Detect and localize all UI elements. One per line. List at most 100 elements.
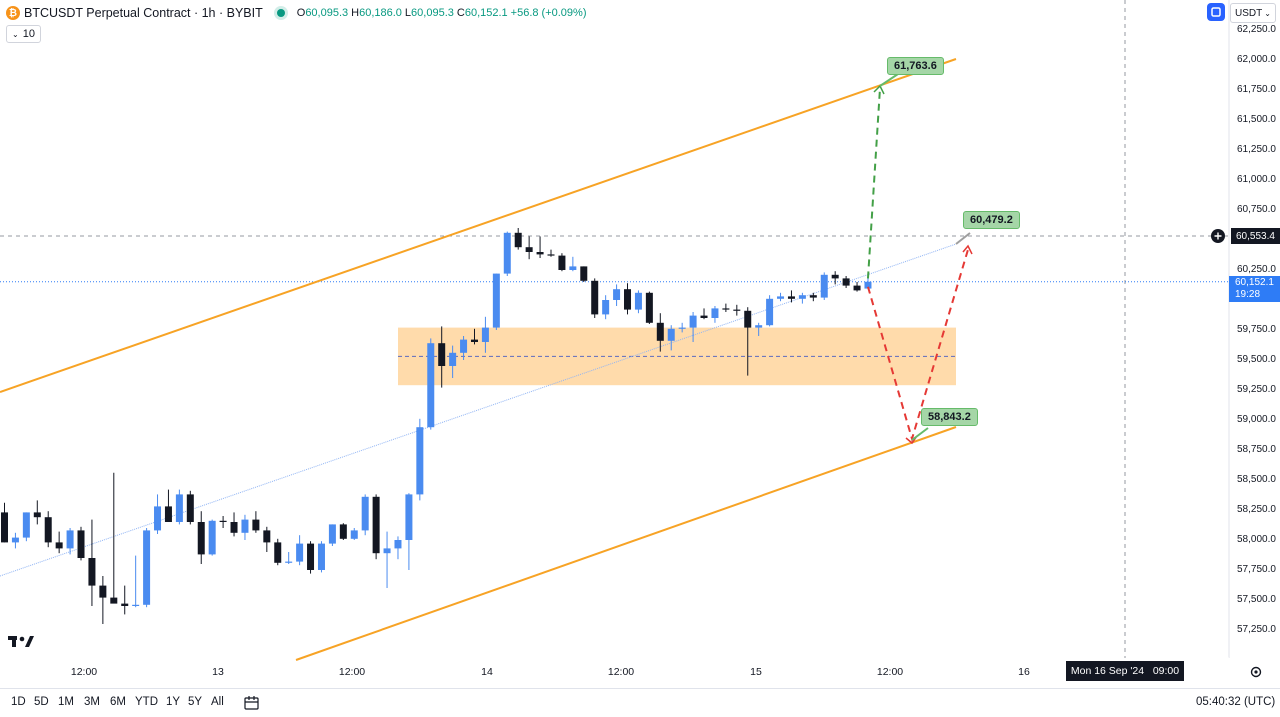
- candle-body: [241, 519, 249, 533]
- timeframe-button-5d[interactable]: 5D: [34, 696, 49, 708]
- candle-body: [110, 597, 118, 604]
- candle-body: [744, 310, 752, 328]
- price-tick-label: 62,250.0: [1237, 24, 1276, 35]
- candle-body: [547, 254, 555, 256]
- candle-body: [1, 512, 8, 543]
- price-tick-label: 58,000.0: [1237, 534, 1276, 545]
- price-tick-label: 61,750.0: [1237, 84, 1276, 95]
- lower-callout-pointer: [911, 427, 929, 441]
- target-lower-label[interactable]: 58,843.2: [921, 408, 978, 426]
- candle-body: [252, 519, 260, 531]
- candle-body: [132, 604, 140, 606]
- candle-body: [88, 558, 96, 586]
- price-tick-label: 59,250.0: [1237, 384, 1276, 395]
- timeframe-button-1y[interactable]: 1Y: [166, 696, 181, 708]
- candle-body: [339, 524, 347, 539]
- timeframe-button-6m[interactable]: 6M: [110, 696, 126, 708]
- time-tick-label: 14: [481, 666, 493, 678]
- time-tick-label: 12:00: [607, 666, 635, 678]
- demand-zone: [398, 327, 956, 386]
- calendar-range-icon[interactable]: [243, 694, 261, 712]
- candle-body: [394, 540, 402, 549]
- candle-body: [208, 520, 216, 555]
- timeframe-button-5y[interactable]: 5Y: [188, 696, 203, 708]
- timeframe-button-1m[interactable]: 1M: [58, 696, 74, 708]
- candle-body: [733, 309, 741, 311]
- time-tick-label: 12:00: [876, 666, 904, 678]
- candle-body: [831, 274, 839, 279]
- candle-body: [864, 281, 872, 289]
- price-tick-label: 60,750.0: [1237, 204, 1276, 215]
- candle-body: [514, 232, 522, 248]
- middle-callout-pointer: [955, 232, 971, 245]
- time-tick-label: 12:00: [338, 666, 366, 678]
- crosshair-time-label: Mon 16 Sep '24 09:00: [1066, 661, 1184, 681]
- candle-body: [66, 530, 74, 549]
- candle-body: [558, 255, 566, 270]
- change-value: +56.8 (+0.09%): [510, 7, 587, 19]
- timeframe-button-all[interactable]: All: [211, 696, 224, 708]
- tradingview-logo-icon[interactable]: [8, 634, 36, 650]
- candle-body: [11, 537, 19, 543]
- currency-label: USDT: [1235, 7, 1263, 19]
- target-upper-label[interactable]: 61,763.6: [887, 57, 944, 75]
- price-tick-label: 57,500.0: [1237, 594, 1276, 605]
- price-tick-label: 60,250.0: [1237, 264, 1276, 275]
- utc-clock[interactable]: 05:40:32 (UTC): [1196, 696, 1276, 708]
- candle-body: [624, 289, 632, 310]
- candle-body: [55, 542, 63, 549]
- candle-body: [99, 585, 107, 598]
- frame-icon: [1211, 7, 1221, 17]
- time-tick-label: 12:00: [70, 666, 98, 678]
- candle-body: [809, 295, 817, 298]
- candle-body: [22, 512, 30, 538]
- candle-body: [164, 506, 172, 522]
- candle-body: [405, 494, 413, 540]
- candle-body: [296, 543, 304, 562]
- candle-body: [449, 352, 457, 366]
- candle-body: [678, 327, 686, 329]
- timeframe-button-ytd[interactable]: YTD: [135, 696, 158, 708]
- candle-body: [613, 289, 621, 300]
- candle-body: [525, 247, 533, 252]
- upper-callout-pointer: [879, 73, 899, 87]
- settings-square-button[interactable]: [1207, 3, 1225, 21]
- candle-body: [634, 292, 642, 310]
- price-tick-label: 62,000.0: [1237, 54, 1276, 65]
- candle-body: [285, 561, 293, 563]
- candle-body: [143, 530, 151, 605]
- candle-body: [416, 427, 424, 495]
- price-tick-label: 61,000.0: [1237, 174, 1276, 185]
- volume-indicator-toggle[interactable]: ⌄ 10: [6, 25, 41, 43]
- price-tick-label: 61,500.0: [1237, 114, 1276, 125]
- candle-body: [689, 315, 697, 328]
- candle-body: [186, 494, 194, 522]
- add-alert-plus-icon[interactable]: [1210, 228, 1226, 244]
- last-price-label: 60,152.1 19:28: [1229, 276, 1280, 302]
- currency-select[interactable]: USDT ⌄: [1230, 3, 1276, 23]
- candle-body: [853, 285, 861, 291]
- candle-body: [361, 496, 369, 531]
- candle-body: [536, 252, 544, 255]
- time-tick-label: 13: [212, 666, 224, 678]
- candle-body: [700, 315, 708, 318]
- market-open-icon: [276, 9, 285, 17]
- gear-icon[interactable]: [1249, 665, 1263, 679]
- candle-body: [328, 524, 336, 544]
- symbol-title[interactable]: BTCUSDT Perpetual Contract · 1h · BYBIT: [24, 6, 263, 20]
- candle-body: [798, 295, 806, 299]
- volume-value: 10: [22, 28, 35, 40]
- target-middle-label[interactable]: 60,479.2: [963, 211, 1020, 229]
- price-tick-label: 59,750.0: [1237, 324, 1276, 335]
- candle-body: [656, 322, 664, 341]
- crosshair-price-label: 60,553.4: [1231, 228, 1280, 244]
- price-tick-label: 57,750.0: [1237, 564, 1276, 575]
- timeframe-button-3m[interactable]: 3M: [84, 696, 100, 708]
- price-tick-label: 58,250.0: [1237, 504, 1276, 515]
- candle-body: [569, 266, 577, 270]
- candle-body: [154, 506, 162, 531]
- price-tick-label: 59,500.0: [1237, 354, 1276, 365]
- candle-body: [460, 339, 468, 353]
- timeframe-button-1d[interactable]: 1D: [11, 696, 26, 708]
